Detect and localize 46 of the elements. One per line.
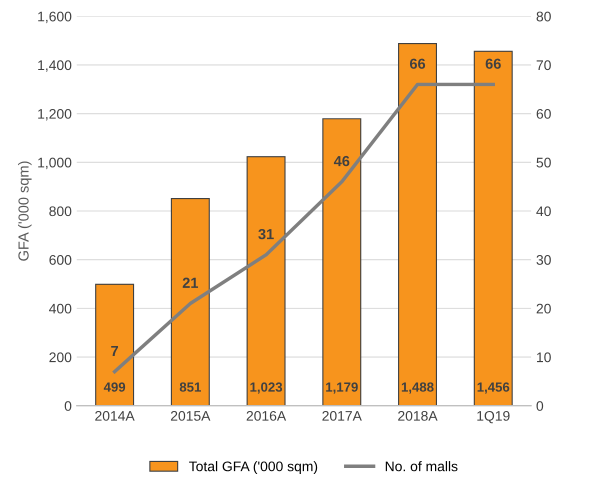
y2-tick-label: 60 <box>536 108 551 119</box>
data-label: 851 <box>180 382 201 392</box>
y-tick-label: 200 <box>49 352 72 362</box>
y2-tick-label: 10 <box>537 352 551 362</box>
x-tick-label: 2015A <box>170 410 210 421</box>
y-tick-label: 0 <box>64 401 72 411</box>
bar <box>95 284 134 406</box>
x-tick-label: 2018A <box>398 410 438 421</box>
y-tick-label: 400 <box>49 304 72 314</box>
data-label: 46 <box>334 156 350 166</box>
data-label: 1,456 <box>478 382 510 394</box>
data-label: 499 <box>104 382 126 392</box>
y2-tick-label: 50 <box>536 158 551 168</box>
bar <box>246 156 286 406</box>
bar <box>398 42 438 406</box>
legend-label: No. of malls <box>386 461 458 472</box>
y-tick-label: 1,000 <box>38 158 72 170</box>
y-tick-label: 800 <box>49 206 72 216</box>
x-tick-label: 2014A <box>95 410 135 421</box>
data-label: 7 <box>111 346 118 356</box>
y2-tick-label: 20 <box>536 304 551 314</box>
y-axis-title: GFA ('000 sqm) <box>18 161 32 261</box>
x-tick-label: 1Q19 <box>477 410 510 424</box>
y2-tick-label: 70 <box>536 60 551 70</box>
y2-tick-label: 40 <box>536 206 551 216</box>
data-label: 31 <box>258 228 274 240</box>
y-tick-label: 1,600 <box>38 12 72 24</box>
data-label: 1,179 <box>326 382 358 394</box>
line-series <box>112 82 495 374</box>
y2-tick-label: 30 <box>536 255 551 265</box>
bar <box>170 198 210 406</box>
x-tick-label: 2016A <box>246 410 286 421</box>
x-tick-label: 2017A <box>322 410 362 421</box>
data-label: 21 <box>182 278 198 288</box>
legend-label: Total GFA ('000 sqm) <box>189 461 318 474</box>
y2-tick-label: 0 <box>536 401 544 411</box>
y-tick-label: 600 <box>49 255 72 265</box>
bar <box>322 118 362 406</box>
y2-tick-label: 80 <box>536 12 551 22</box>
data-label: 66 <box>486 58 501 69</box>
y-tick-label: 1,400 <box>38 60 72 72</box>
data-label: 1,023 <box>250 382 282 394</box>
bar <box>474 50 513 406</box>
y-tick-label: 1,200 <box>38 108 72 120</box>
data-label: 1,488 <box>402 382 434 394</box>
data-label: 66 <box>410 58 426 69</box>
